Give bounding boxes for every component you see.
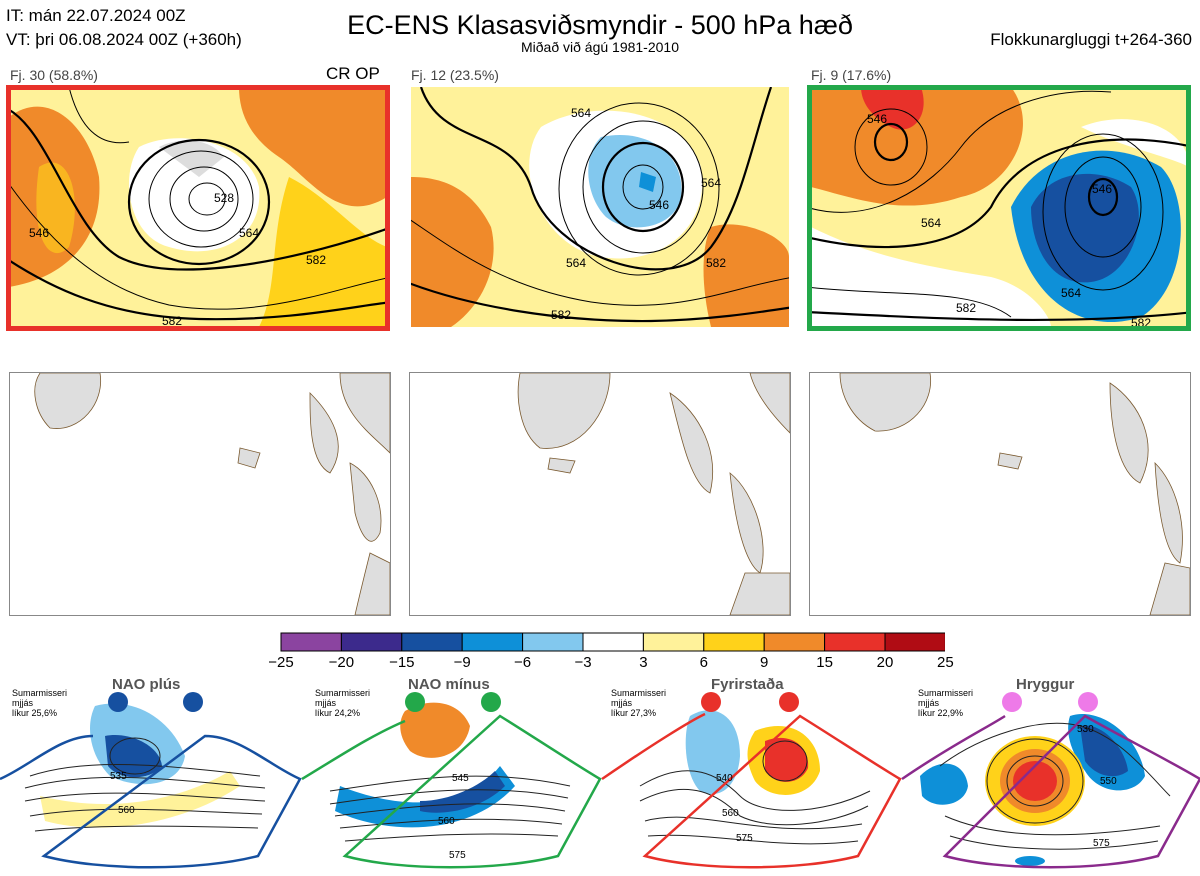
colorbar-tick-label: 9	[760, 654, 769, 671]
colorbar-swatch	[582, 632, 644, 652]
anomaly-map-1	[9, 372, 391, 616]
colorbar-tick-label: −20	[328, 654, 355, 671]
regime-contour-label: 545	[452, 773, 469, 784]
contour-label: 582	[551, 308, 571, 322]
colorbar-tick-label: −25	[268, 654, 294, 671]
contour-label: 546	[649, 198, 669, 212]
cluster-3-label: Fj. 9 (17.6%)	[811, 67, 892, 83]
regime-nao-plus	[0, 703, 302, 869]
colorbar-swatch	[401, 632, 463, 652]
contour-label: 564	[701, 176, 721, 190]
contour-label: 528	[214, 191, 234, 205]
regime-3-title: Fyrirstaða	[711, 676, 784, 693]
contour-label: 564	[921, 216, 941, 230]
colorbar-tick-label: −3	[574, 654, 592, 671]
contour-label: 582	[162, 314, 182, 327]
contour-label: 582	[956, 301, 976, 315]
regime-dot-icon	[183, 692, 203, 712]
anomaly-colorbar	[280, 632, 946, 657]
regime-3-note: Sumarmisseri mjjás líkur 27,3%	[611, 688, 667, 718]
anomaly-map-3	[809, 372, 1191, 616]
page-title: EC-ENS Klasasviðsmyndir - 500 hPa hæð	[347, 10, 853, 40]
contour-label: 564	[1061, 286, 1081, 300]
contour-label: 546	[1092, 182, 1112, 196]
regime-dot-icon	[405, 692, 425, 712]
regime-contour-label: 560	[118, 805, 135, 816]
colorbar-tick-label: −9	[453, 654, 471, 671]
regime-contour-label: 560	[438, 816, 455, 827]
land-mass-icon	[34, 373, 390, 615]
classification-window: Flokkunargluggi t+264-360	[990, 30, 1192, 49]
cluster-1-label: Fj. 30 (58.8%)	[10, 67, 98, 83]
cluster-2-map: 564 564 546 564 582 582	[411, 87, 789, 327]
regime-contour-label: 530	[1077, 724, 1094, 735]
regime-2-note: Sumarmisseri mjjás líkur 24,2%	[315, 688, 371, 718]
colorbar-swatch	[763, 632, 826, 652]
regime-2-title: NAO mínus	[408, 676, 490, 693]
contour-label: 564	[239, 226, 259, 240]
cluster-1-tag: CR OP	[326, 64, 380, 83]
colorbar-swatch	[280, 632, 342, 652]
colorbar-tick-label: 25	[937, 654, 954, 671]
colorbar-swatch	[824, 632, 886, 652]
regime-contour-label: 535	[110, 771, 127, 782]
cluster-3-map: 546 564 546 564 582 582	[811, 87, 1189, 327]
contour-label: 546	[29, 226, 49, 240]
valid-time: VT: þri 06.08.2024 00Z (+360h)	[6, 30, 242, 49]
anomaly-map-2	[409, 372, 791, 616]
contour-label: 546	[867, 112, 887, 126]
contour-label: 582	[1131, 316, 1151, 327]
colorbar-tick-label: 6	[699, 654, 708, 671]
regime-dot-icon	[108, 692, 128, 712]
regime-dot-icon	[779, 692, 799, 712]
colorbar-tick-label: −6	[514, 654, 532, 671]
cluster-1-map: 546 564 582 582 528	[9, 87, 387, 327]
page-subtitle: Miðað við ágú 1981-2010	[520, 39, 679, 55]
colorbar-swatch	[522, 632, 584, 652]
regime-contour-label: 575	[1093, 838, 1110, 849]
contour-label: 564	[566, 256, 586, 270]
regime-row: 535 560 545 560 575 540 560 575 530 550 …	[0, 676, 1200, 871]
cluster-2-label: Fj. 12 (23.5%)	[411, 67, 499, 83]
colorbar-swatch	[340, 632, 403, 652]
colorbar-swatch	[642, 632, 705, 652]
contour-label: 582	[306, 253, 326, 267]
regime-ridge	[901, 711, 1200, 869]
regime-1-note: Sumarmisseri mjjás líkur 25,6%	[12, 688, 68, 718]
colorbar-swatch	[461, 632, 524, 652]
regime-contour-label: 575	[736, 833, 753, 844]
regime-dot-icon	[701, 692, 721, 712]
regime-dot-icon	[1078, 692, 1098, 712]
regime-contour-label: 540	[716, 773, 733, 784]
regime-4-title: Hryggur	[1016, 676, 1075, 693]
regime-dot-icon	[481, 692, 501, 712]
regime-contour-label: 560	[722, 808, 739, 819]
colorbar-tick-label: 15	[816, 654, 833, 671]
colorbar-swatch	[703, 632, 765, 652]
colorbar-tick-label: 3	[639, 654, 648, 671]
regime-dot-icon	[1002, 692, 1022, 712]
init-time: IT: mán 22.07.2024 00Z	[6, 6, 186, 25]
regime-contour-label: 550	[1100, 776, 1117, 787]
regime-nao-minus	[301, 691, 602, 869]
regime-contour-label: 575	[449, 850, 466, 861]
contour-label: 564	[571, 106, 591, 120]
regime-1-title: NAO plús	[112, 676, 181, 693]
contour-label: 582	[706, 256, 726, 270]
colorbar-tick-label: −15	[389, 654, 415, 671]
colorbar-swatch	[884, 632, 946, 652]
regime-4-note: Sumarmisseri mjjás líkur 22,9%	[918, 688, 974, 718]
colorbar-tick-label: 20	[876, 654, 894, 671]
regime-blocking	[601, 696, 902, 869]
